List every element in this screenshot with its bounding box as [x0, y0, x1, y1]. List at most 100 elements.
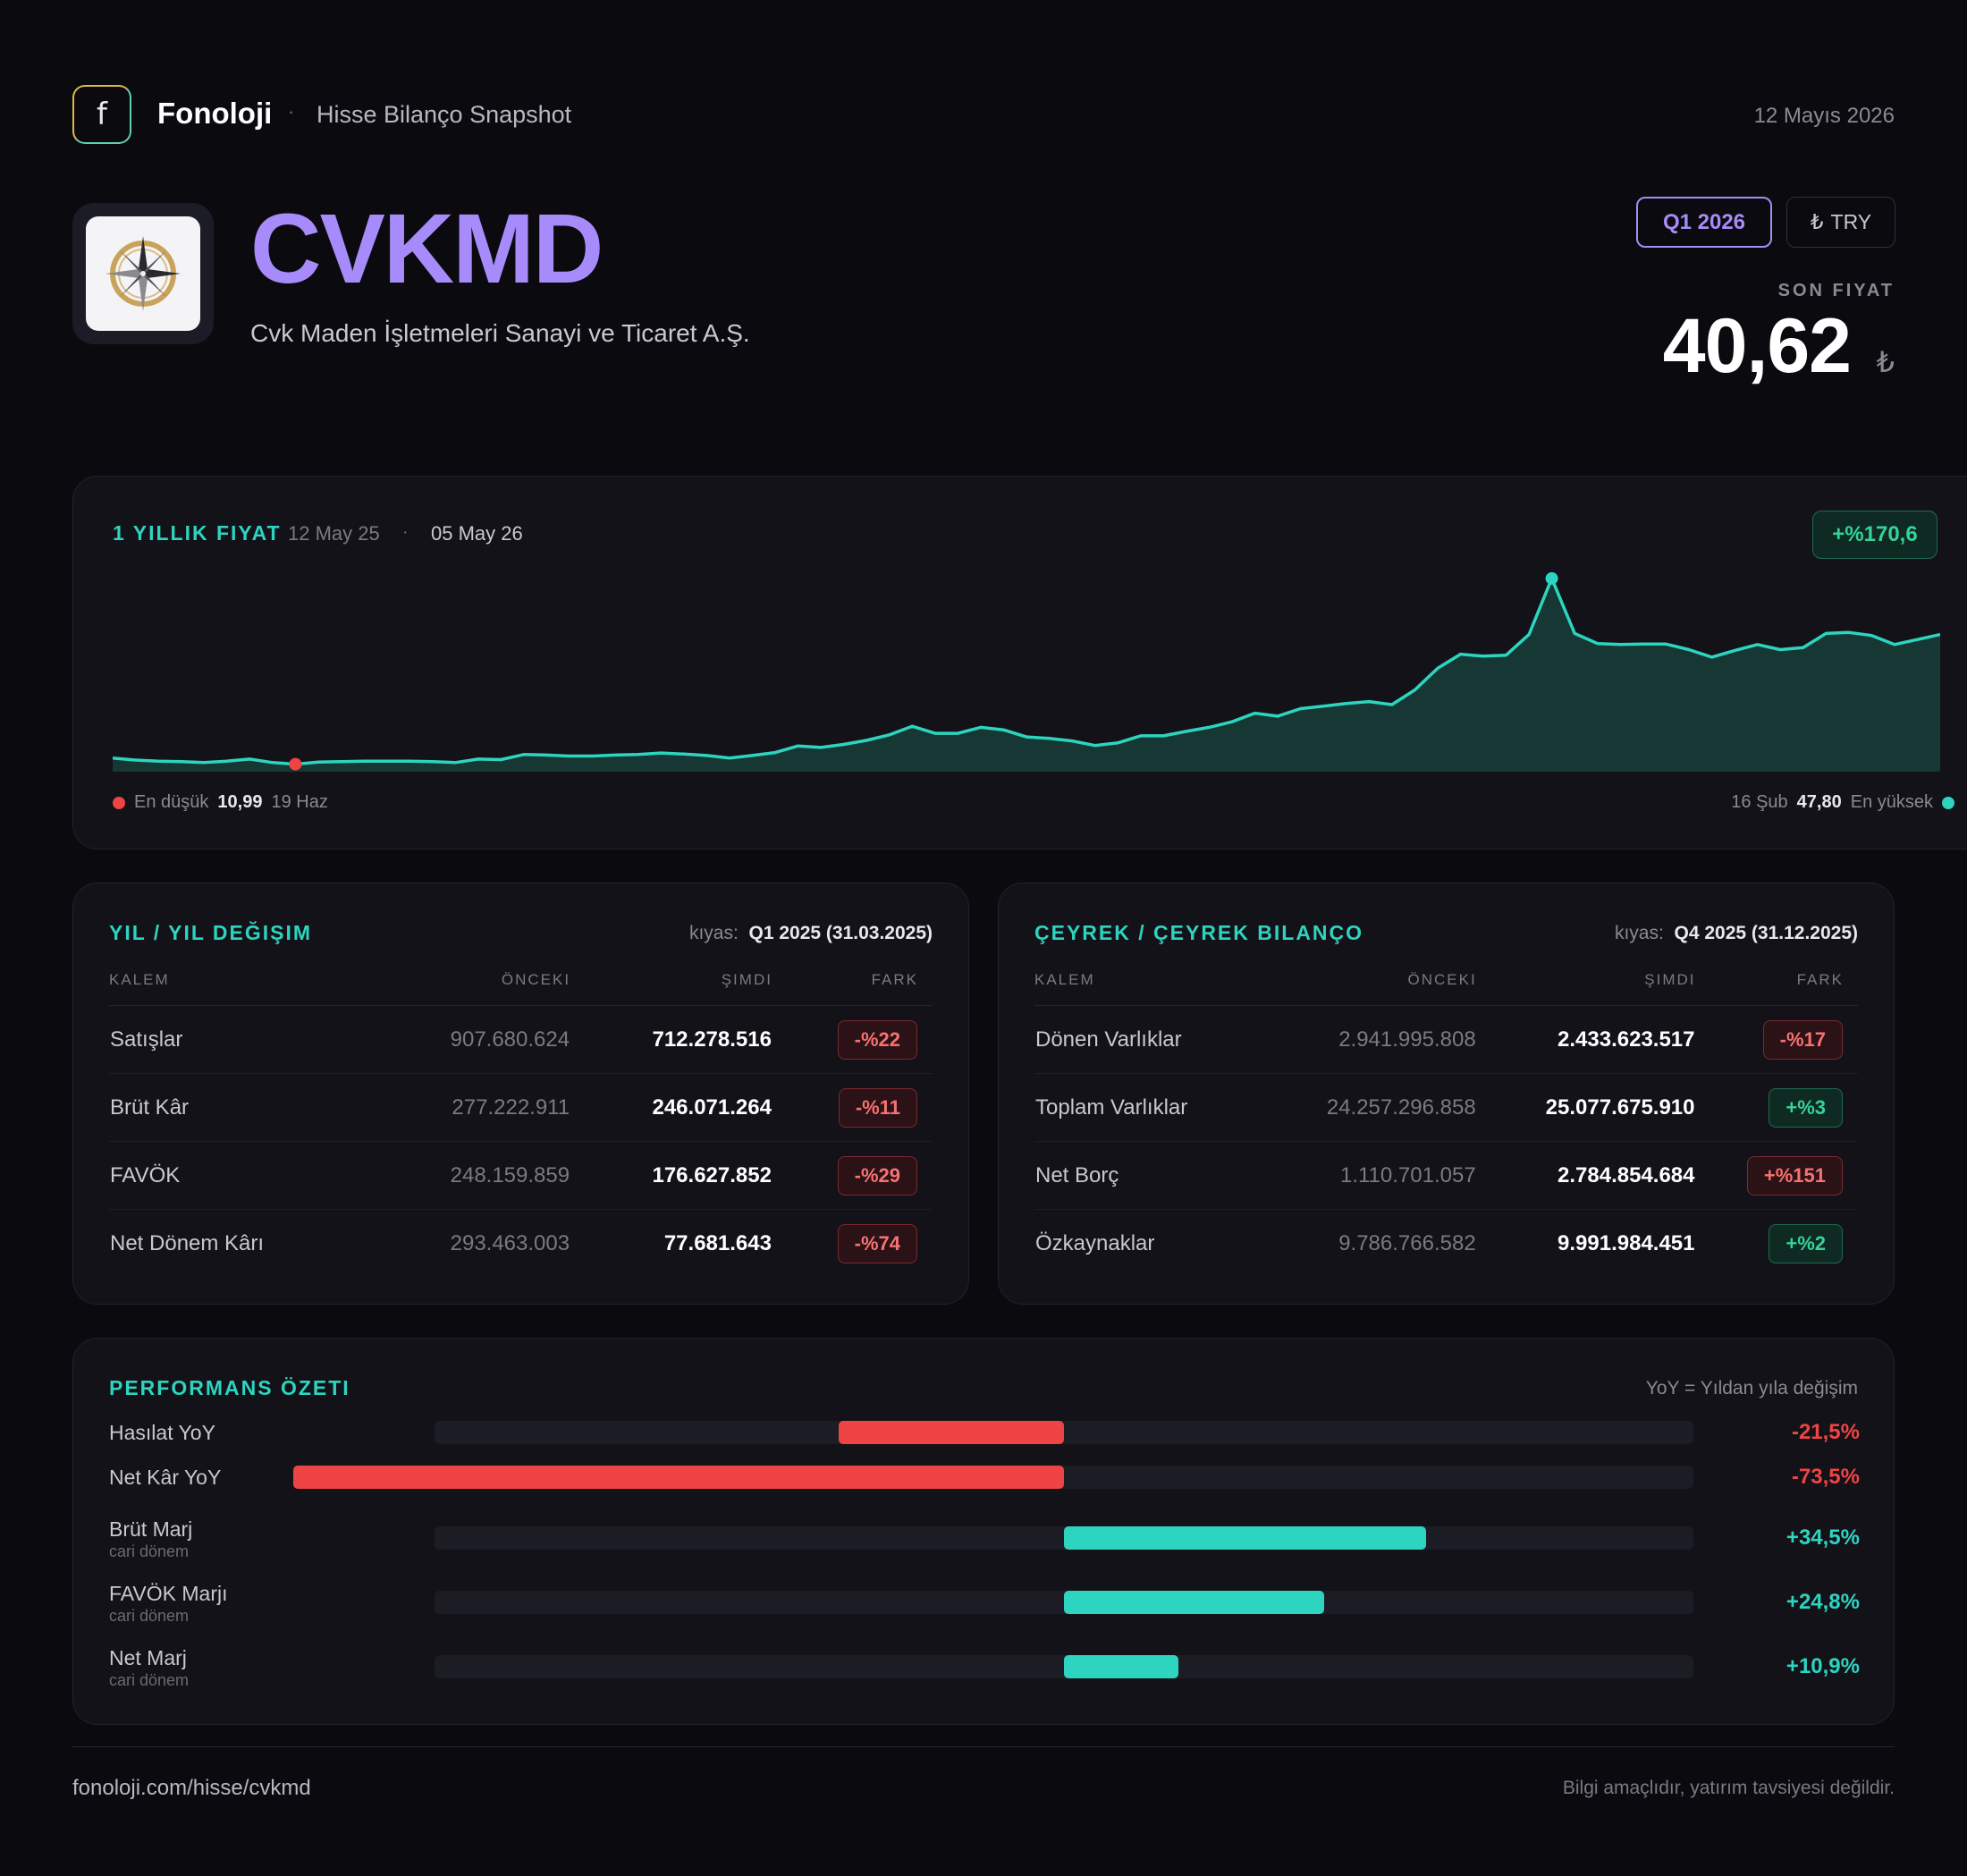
row-diff-cell: -%74 — [772, 1210, 933, 1278]
footer-divider — [72, 1746, 1895, 1747]
price-chart — [113, 571, 1940, 772]
col-item: KALEM — [109, 966, 369, 1006]
row-prev: 277.222.911 — [368, 1073, 571, 1142]
row-diff-cell: +%151 — [1695, 1141, 1858, 1210]
row-prev: 907.680.624 — [368, 1005, 571, 1074]
company-logo — [72, 203, 214, 344]
yoy-ref-value: Q1 2025 (31.03.2025) — [748, 923, 933, 943]
table-row: Satışlar 907.680.624 712.278.516 -%22 — [109, 1005, 933, 1074]
row-diff: -%22 — [837, 1019, 917, 1060]
table-row: Dönen Varlıklar 2.941.995.808 2.433.623.51… — [1034, 1005, 1858, 1074]
row-diff: +%151 — [1746, 1155, 1843, 1196]
company-name: Cvk Maden İşletmeleri Sanayi ve Ticaret … — [250, 319, 750, 347]
row-now: 712.278.516 — [570, 1005, 772, 1074]
row-prev: 1.110.701.057 — [1257, 1141, 1477, 1210]
row-diff-cell: -%29 — [772, 1141, 933, 1210]
yoy-title: YIL / YIL DEĞIŞIM — [109, 921, 312, 944]
lira-icon: ₺ — [1810, 210, 1824, 233]
row-diff-cell: -%11 — [772, 1073, 933, 1142]
col-prev: ÖNCEKI — [1257, 966, 1477, 1006]
performance-value: +24,8% — [1785, 1590, 1860, 1614]
row-prev: 293.463.003 — [450, 1230, 570, 1255]
performance-sublabel: cari dönem — [109, 1607, 190, 1625]
row-diff-cell: -%17 — [1695, 1005, 1858, 1074]
row-item: Dönen Varlıklar — [1034, 1005, 1258, 1074]
change-badge: +%170,6 — [1812, 511, 1937, 559]
period-badge[interactable]: Q1 2026 — [1636, 197, 1772, 248]
legend-high: 16 Şub 47,80 En yüksek — [1731, 792, 1954, 813]
row-diff: -%17 — [1762, 1019, 1843, 1060]
performance-track — [435, 1655, 1693, 1678]
price-line — [113, 577, 1940, 766]
performance-value: +34,5% — [1785, 1525, 1860, 1550]
performance-sublabel: cari dönem — [109, 1671, 190, 1689]
table-row: Brüt Kâr 277.222.911 246.071.264 -%11 — [109, 1073, 933, 1142]
table-row: Özkaynaklar 9.786.766.582 9.991.984.451 +%2 — [1034, 1210, 1858, 1278]
row-now: 2.433.623.517 — [1476, 1005, 1696, 1074]
row-prev: 9.786.766.582 — [1338, 1230, 1476, 1255]
col-diff: FARK — [1695, 966, 1858, 1006]
row-item: Net Dönem Kârı — [110, 1230, 265, 1255]
performance-bar — [1064, 1591, 1324, 1614]
row-diff: +%2 — [1769, 1223, 1843, 1263]
qoq-ref-label: kıyas: — [1614, 923, 1664, 943]
yoy-ref-label: kıyas: — [688, 923, 739, 943]
brand-subtitle: Hisse Bilanço Snapshot — [317, 101, 572, 128]
row-item: Özkaynaklar — [1035, 1230, 1155, 1255]
row-prev: 248.159.859 — [368, 1141, 571, 1210]
performance-track — [435, 1526, 1693, 1550]
row-item: Net Borç — [1034, 1141, 1258, 1210]
performance-bar — [292, 1466, 1064, 1489]
high-value: 47,80 — [1796, 792, 1842, 812]
row-now: 246.071.264 — [570, 1073, 772, 1142]
table-row: Net Dönem Kârı 293.463.003 77.681.643 -%74 — [109, 1210, 933, 1278]
row-diff: -%11 — [838, 1087, 917, 1128]
performance-sublabel: cari dönem — [109, 1542, 190, 1560]
performance-label: FAVÖK Marjı — [109, 1582, 228, 1605]
row-now: 25.077.675.910 — [1476, 1073, 1696, 1142]
footer-url[interactable]: fonoloji.com/hisse/cvkmd — [72, 1776, 311, 1800]
brand-logo: f — [72, 85, 131, 144]
high-date: 16 Şub — [1731, 792, 1788, 812]
performance-track — [292, 1466, 1693, 1489]
currency-code: TRY — [1830, 210, 1872, 233]
brand-logo-letter: f — [97, 97, 107, 132]
price-area — [113, 578, 1940, 772]
col-item: KALEM — [1034, 966, 1258, 1006]
yoy-reference: kıyas: Q1 2025 (31.03.2025) — [689, 923, 933, 944]
row-prev: 2.941.995.808 — [1257, 1005, 1477, 1074]
currency-badge[interactable]: ₺ TRY — [1786, 197, 1895, 248]
brand-separator: · — [288, 100, 295, 123]
performance-label: Net Marj — [109, 1646, 187, 1669]
row-now: 9.991.984.451 — [1558, 1230, 1695, 1255]
footer-disclaimer: Bilgi amaçlıdır, yatırım tavsiyesi değil… — [1562, 1778, 1895, 1798]
row-item: Brüt Kâr — [109, 1073, 369, 1142]
ticker-symbol: CVKMD — [250, 194, 604, 304]
table-row: FAVÖK 248.159.859 176.627.852 -%29 — [109, 1141, 933, 1210]
performance-bar — [838, 1421, 1064, 1444]
row-now: 2.784.854.684 — [1476, 1141, 1696, 1210]
report-date: 12 Mayıs 2026 — [1753, 104, 1895, 128]
price-high-marker — [1545, 571, 1558, 585]
performance-bar — [1064, 1526, 1426, 1550]
qoq-title: ÇEYREK / ÇEYREK BILANÇO — [1034, 921, 1364, 944]
qoq-ref-value: Q4 2025 (31.12.2025) — [1674, 923, 1859, 943]
low-date: 19 Haz — [271, 792, 328, 812]
low-dot-icon — [113, 796, 125, 809]
row-item: Toplam Varlıklar — [1034, 1073, 1258, 1142]
performance-label: Brüt Marj — [109, 1517, 193, 1541]
yoy-table: KALEM ÖNCEKI ŞIMDI FARK Satışlar 907.680.… — [109, 966, 933, 1277]
qoq-table: KALEM ÖNCEKI ŞIMDI FARK Dönen Varlıklar 2… — [1034, 966, 1858, 1277]
row-item: Satışlar — [109, 1005, 369, 1074]
performance-card: PERFORMANS ÖZETI YoY = Yıldan yıla değiş… — [72, 1338, 1895, 1725]
performance-value: +10,9% — [1785, 1654, 1860, 1678]
performance-track — [435, 1421, 1693, 1444]
price-currency: ₺ — [1876, 346, 1895, 378]
low-value: 10,99 — [217, 792, 263, 812]
performance-label: Net Kâr YoY — [109, 1466, 222, 1489]
row-item: FAVÖK — [109, 1141, 369, 1210]
col-now: ŞIMDI — [570, 966, 772, 1006]
performance-title: PERFORMANS ÖZETI — [109, 1376, 350, 1399]
chart-date-to: 05 May 26 — [431, 522, 523, 545]
qoq-card: ÇEYREK / ÇEYREK BILANÇO kıyas: Q4 2025 (… — [998, 883, 1895, 1305]
